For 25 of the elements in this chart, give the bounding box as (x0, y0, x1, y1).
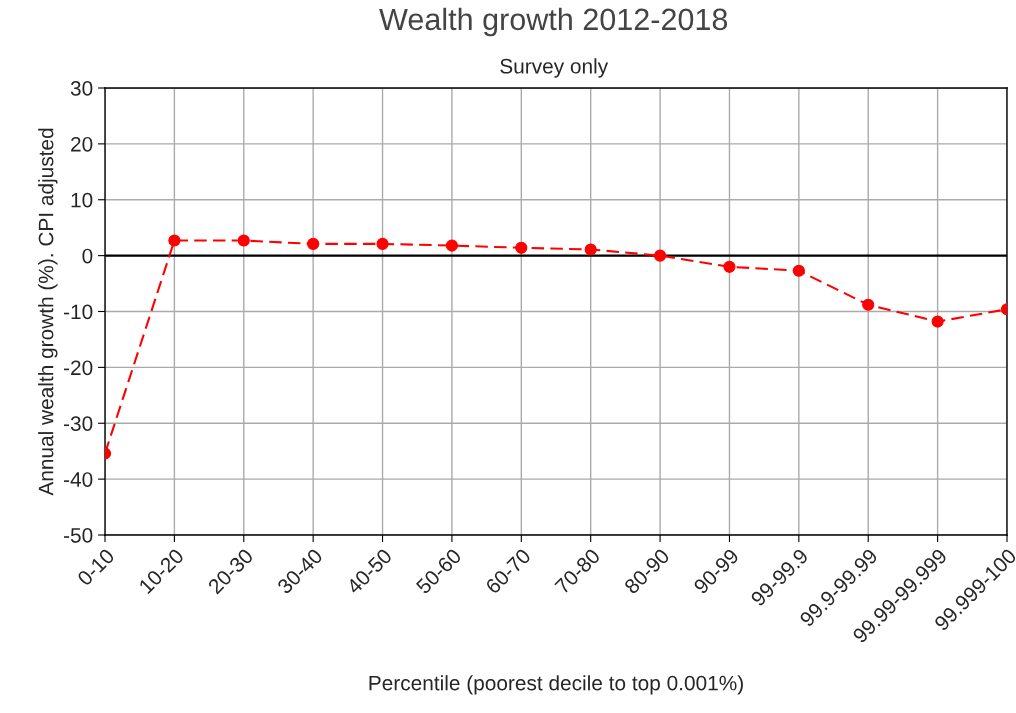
y-tick-label: 0 (82, 248, 93, 264)
point (168, 234, 181, 247)
x-axis-title: Percentile (poorest decile to top 0.001%) (369, 675, 743, 695)
point (792, 264, 805, 277)
y-tick-label: -40 (64, 472, 93, 487)
chart-subtitle: Survey only (500, 58, 609, 78)
point (584, 243, 597, 256)
point (654, 249, 667, 262)
point (445, 239, 458, 252)
y-tick-label: -30 (64, 416, 93, 431)
point (862, 298, 875, 311)
point (515, 241, 528, 254)
point (931, 315, 944, 328)
point (723, 260, 736, 273)
point (307, 237, 320, 250)
y-tick-label: -20 (64, 360, 93, 376)
y-tick-label: -10 (64, 304, 93, 320)
y-axis-title: Annual wealth growth (%). CPI adjusted (38, 128, 58, 496)
y-tick-label: -50 (64, 528, 93, 543)
point (376, 237, 389, 250)
chart-title: Wealth growth 2012-2018 (379, 7, 728, 37)
y-tick-label: 20 (71, 136, 93, 152)
point (237, 234, 250, 247)
y-tick-label: 30 (70, 81, 93, 96)
y-tick-label: 10 (71, 192, 93, 208)
